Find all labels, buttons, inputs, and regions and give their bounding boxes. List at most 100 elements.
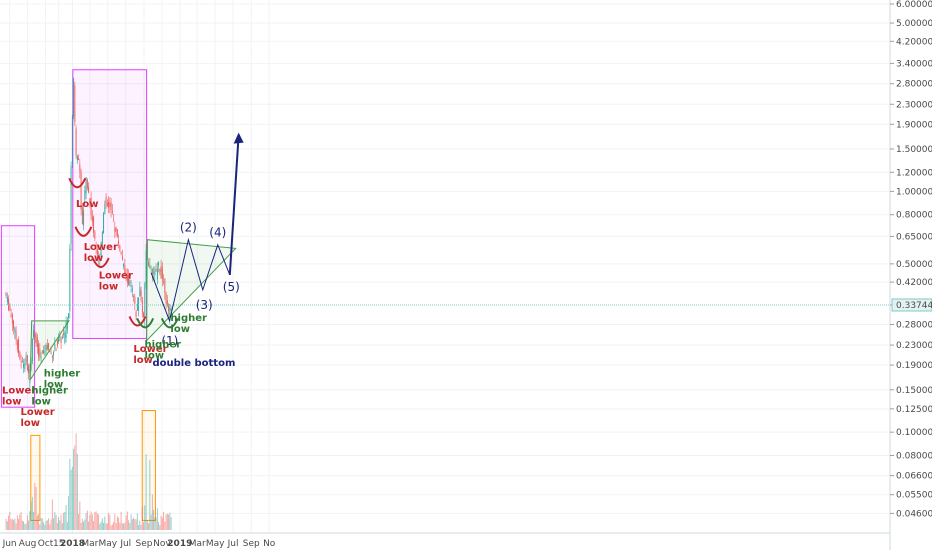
candle-body xyxy=(166,300,168,306)
volume-bar xyxy=(40,518,42,530)
volume-bar xyxy=(49,524,51,530)
volume-bar xyxy=(18,518,20,530)
magenta-box-1 xyxy=(0,225,36,408)
x-tick-label: Oct xyxy=(38,539,54,549)
candle-body xyxy=(31,338,33,362)
volume-bar xyxy=(104,516,106,530)
volume-bar xyxy=(61,523,63,530)
volume-box-1 xyxy=(30,434,41,521)
candle-body xyxy=(34,332,36,338)
candle-body xyxy=(100,242,102,255)
candle-body xyxy=(138,297,140,311)
volume-bar xyxy=(151,494,153,530)
candle-body xyxy=(40,356,42,358)
y-tick-label: 0.08000 xyxy=(896,452,932,462)
x-tick-label: 2019 xyxy=(167,539,192,549)
candle-body xyxy=(81,207,83,224)
annotation-label: Low xyxy=(76,199,98,210)
candle-body xyxy=(128,274,130,286)
candle-body xyxy=(124,265,126,274)
x-tick-label: 15 xyxy=(53,539,64,549)
candle-body xyxy=(23,363,25,368)
candle-body xyxy=(56,340,58,346)
volume-bar xyxy=(124,522,126,530)
annotation-label: higher low xyxy=(31,385,68,407)
candle-body xyxy=(18,339,20,354)
volume-bar xyxy=(101,518,103,530)
volume-bar xyxy=(31,496,33,530)
candle-body xyxy=(85,177,87,194)
candle-body xyxy=(155,268,157,271)
y-tick-label: 1.50000 xyxy=(896,145,932,155)
volume-bar xyxy=(8,515,10,530)
candle-body xyxy=(99,259,101,261)
y-axis: 6.00000 5.00000 4.20000 3.40000 2.80000 2.300… xyxy=(889,0,932,550)
volume-bar xyxy=(66,522,68,530)
candle-body xyxy=(54,344,56,349)
volume-bar xyxy=(13,520,15,530)
candle-body xyxy=(159,269,161,272)
candle-body xyxy=(9,304,11,311)
candle-body xyxy=(5,292,7,297)
candle-body xyxy=(126,275,128,283)
volume-bar xyxy=(161,517,163,530)
candle-body xyxy=(8,298,10,310)
volume-bar xyxy=(130,514,132,530)
annotation-label: Lower low xyxy=(99,270,133,292)
volume-bar xyxy=(41,518,43,530)
candle-body xyxy=(109,202,111,207)
wave-label-1: (1) xyxy=(161,334,178,348)
candle-body xyxy=(111,210,113,213)
higher-low-arc xyxy=(160,317,179,329)
y-tick-label: 0.80000 xyxy=(896,211,932,221)
candle-body xyxy=(161,267,163,280)
lower-low-arc xyxy=(91,257,110,268)
volume-bar xyxy=(29,511,31,530)
candle-body xyxy=(20,360,22,362)
candle-body xyxy=(45,344,47,351)
y-tick-label: 1.90000 xyxy=(896,120,932,130)
candle-body xyxy=(38,343,40,356)
volume-bar xyxy=(106,523,108,530)
x-tick-label: Sep xyxy=(135,539,152,549)
annotation-label: higher low xyxy=(170,313,207,335)
candle-body xyxy=(135,311,137,317)
volume-bar xyxy=(34,483,36,530)
y-tick-label: 0.65000 xyxy=(896,232,932,242)
volume-bar xyxy=(109,514,111,530)
y-tick-label: 0.28000 xyxy=(896,321,932,331)
candle-body xyxy=(24,362,26,369)
annotation-label: higher low xyxy=(44,369,81,391)
volume-bar xyxy=(14,518,16,530)
y-tick-label: 0.10000 xyxy=(896,428,932,438)
volume-bar xyxy=(15,523,17,530)
candle-body xyxy=(160,266,162,279)
volume-bar xyxy=(54,511,56,530)
candle-body xyxy=(115,227,117,232)
volume-bar xyxy=(85,512,87,530)
candle-body xyxy=(148,262,150,266)
volume-bar xyxy=(131,519,133,530)
candle-body xyxy=(86,179,88,189)
volume-bar xyxy=(123,523,125,530)
candle-body xyxy=(46,344,48,350)
annotation-label: Lower low xyxy=(133,344,167,366)
volume-bar xyxy=(91,514,93,530)
volume-bar xyxy=(154,517,156,530)
volume-bar xyxy=(150,514,152,530)
y-tick-label: 0.06600 xyxy=(896,472,932,482)
triangle-2017 xyxy=(29,320,70,382)
volume-bar xyxy=(19,514,21,530)
volume-bar xyxy=(26,515,28,530)
volume-bar xyxy=(145,454,147,530)
volume-bar xyxy=(166,513,168,530)
candle-body xyxy=(41,350,43,352)
candle-body xyxy=(49,351,51,353)
candle-body xyxy=(39,348,41,358)
volume-bar xyxy=(141,506,143,530)
candle-body xyxy=(136,303,138,311)
y-tick-label: 0.05500 xyxy=(896,491,932,501)
candle-body xyxy=(30,359,32,370)
volume-bar xyxy=(139,520,141,530)
